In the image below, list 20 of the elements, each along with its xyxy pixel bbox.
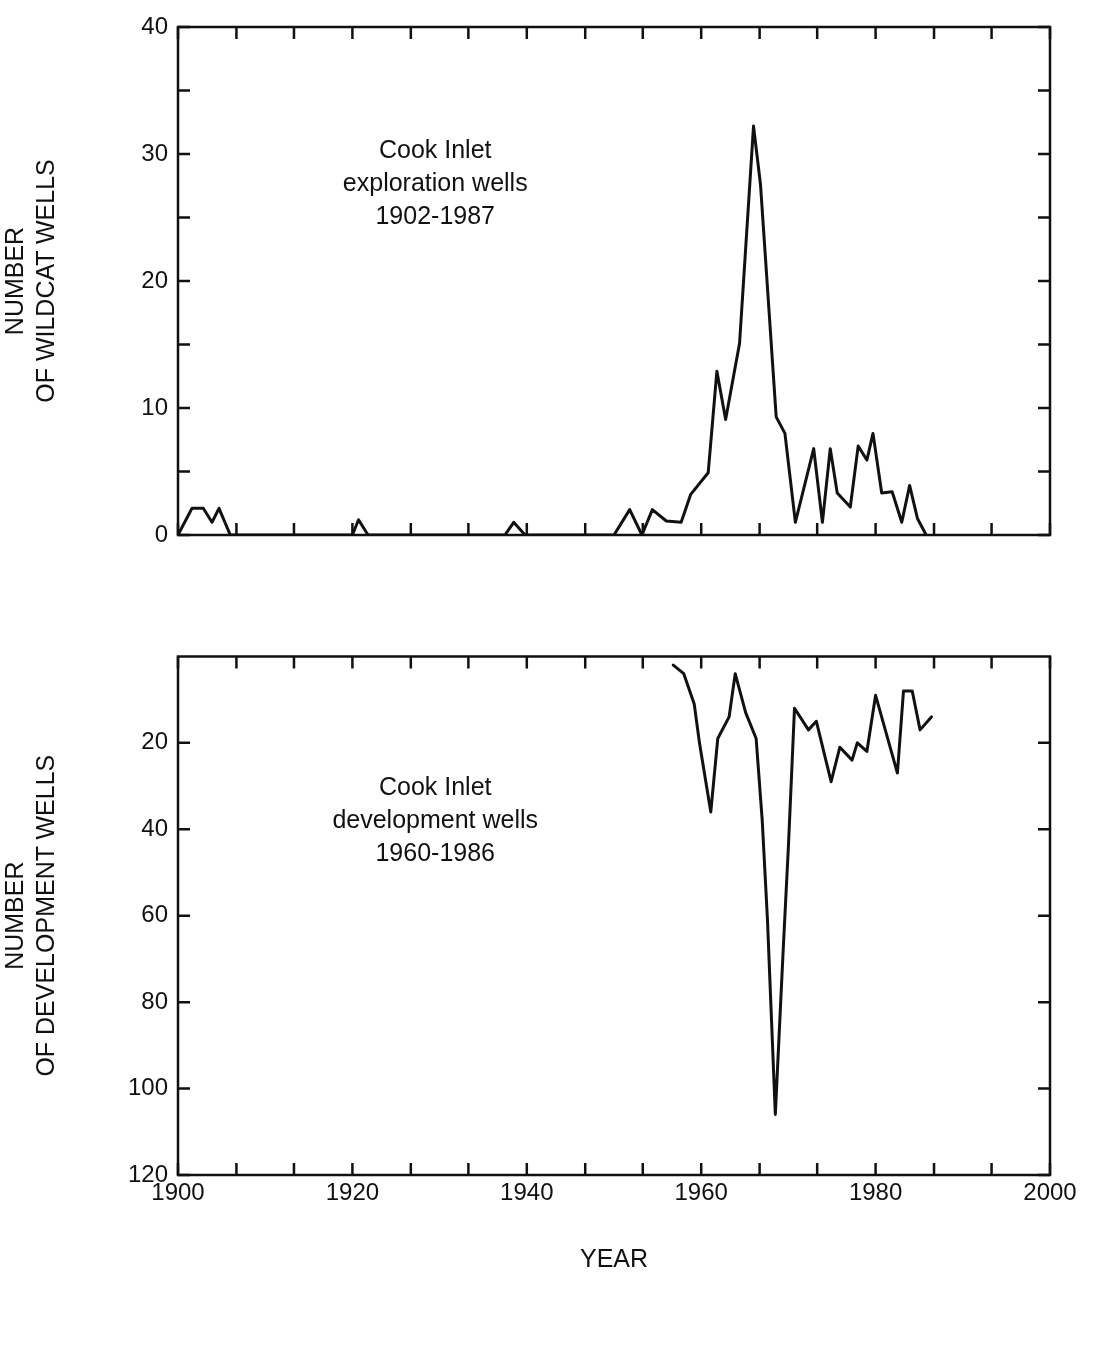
y-tick-label: 20 — [141, 265, 168, 293]
y-tick-label: 10 — [141, 392, 168, 420]
y-tick-label: 40 — [141, 11, 168, 39]
x-tick-label: 1940 — [500, 1178, 554, 1206]
y-tick-label: 0 — [154, 519, 168, 547]
y-axis-title: NUMBER OF WILDCAT WELLS — [0, 159, 59, 403]
y-axis-title: NUMBER OF DEVELOPMENT WELLS — [0, 754, 59, 1077]
annotation: Cook Inlet exploration wells 1902-1987 — [342, 135, 528, 230]
y-tick-label: 20 — [141, 727, 168, 755]
y-tick-label: 30 — [141, 138, 168, 166]
y-tick-label: 40 — [141, 813, 168, 841]
y-tick-label: 60 — [141, 900, 168, 928]
annotation: Cook Inlet development wells 1960-1986 — [332, 772, 539, 867]
x-tick-label: 1960 — [674, 1178, 728, 1206]
x-tick-label: 2000 — [1023, 1178, 1077, 1206]
y-tick-label: 80 — [141, 986, 168, 1014]
y-tick-label: 100 — [127, 1073, 168, 1101]
x-axis-title: YEAR — [579, 1243, 649, 1272]
x-tick-label: 1920 — [325, 1178, 380, 1206]
x-tick-label: 1980 — [848, 1178, 903, 1206]
